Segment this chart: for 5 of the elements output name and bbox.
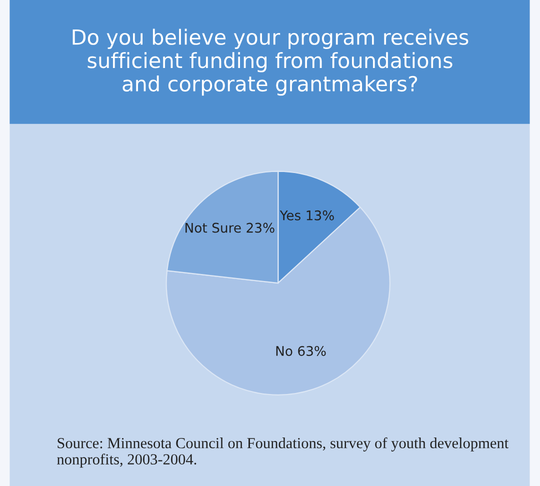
source-note: Source: Minnesota Council on Foundations, survey of youth development nonprofits, 2003-2004. xyxy=(57,437,509,468)
chart-title: Do you believe your program receives sufficient funding from foundations and corporate grantmakers? xyxy=(72,28,468,96)
slice-label: No 63% xyxy=(276,346,326,356)
slice-label: Not Sure 23% xyxy=(186,222,274,233)
slice-label: Yes 13% xyxy=(280,210,334,220)
